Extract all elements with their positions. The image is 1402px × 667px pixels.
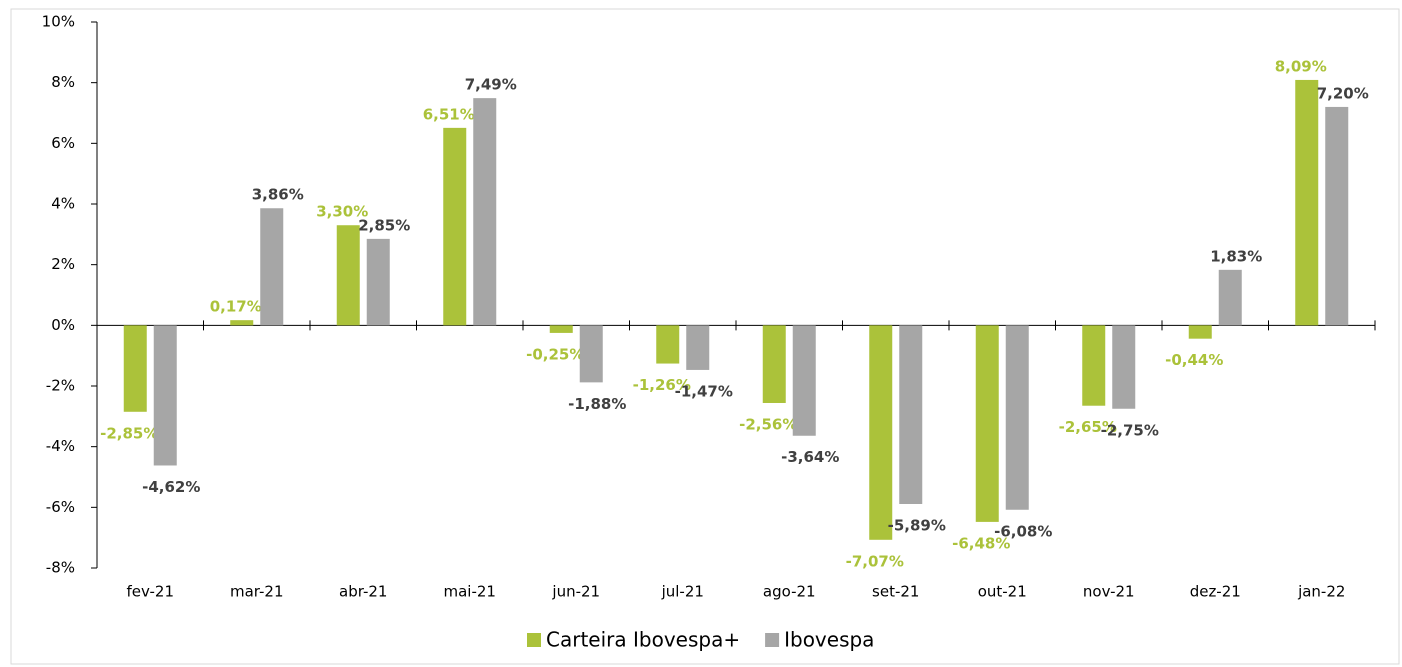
- value-label: -7,07%: [846, 552, 904, 570]
- y-tick-label: -4%: [46, 437, 75, 455]
- bar: [1218, 269, 1242, 326]
- bar: [336, 225, 360, 326]
- x-tick-label: mar-21: [230, 583, 284, 601]
- value-label: -2,85%: [100, 424, 158, 442]
- x-tick-label: jun-21: [551, 583, 600, 601]
- bar: [1188, 325, 1212, 339]
- y-tick-label: 8%: [51, 73, 75, 91]
- value-label: 3,30%: [316, 203, 368, 221]
- value-label: -6,48%: [952, 534, 1010, 552]
- value-label: -5,89%: [888, 516, 946, 534]
- value-label: -2,56%: [739, 415, 797, 433]
- bar: [1112, 325, 1136, 409]
- value-label: -2,65%: [1059, 418, 1117, 436]
- value-label: 7,20%: [1317, 84, 1369, 102]
- bar: [656, 325, 680, 364]
- value-label: -4,62%: [142, 478, 200, 496]
- bar: [1082, 325, 1106, 406]
- y-tick-label: 2%: [51, 255, 75, 273]
- legend-swatch: [527, 633, 541, 647]
- legend-swatch: [765, 633, 780, 647]
- bar: [1325, 106, 1349, 326]
- bar: [230, 320, 254, 326]
- x-tick-label: jul-21: [661, 583, 704, 601]
- y-tick-label: 0%: [51, 316, 75, 334]
- y-tick-label: -2%: [46, 377, 75, 395]
- value-label: 8,09%: [1275, 57, 1327, 75]
- bar: [1295, 79, 1319, 326]
- value-label: 6,51%: [423, 105, 475, 123]
- value-label: -3,64%: [781, 448, 839, 466]
- x-tick-label: mai-21: [444, 583, 496, 601]
- value-label: -0,25%: [526, 345, 584, 363]
- legend-label: Carteira Ibovespa+: [546, 628, 740, 652]
- bar: [473, 98, 497, 326]
- legend-label: Ibovespa: [784, 628, 874, 652]
- bar: [549, 325, 573, 333]
- x-tick-label: fev-21: [127, 583, 174, 601]
- bar: [443, 127, 467, 326]
- bar: [792, 325, 816, 436]
- value-label: -1,47%: [675, 382, 733, 400]
- x-tick-label: jan-22: [1297, 583, 1345, 601]
- value-label: 1,83%: [1210, 247, 1262, 265]
- x-tick-label: ago-21: [763, 583, 816, 601]
- bar: [260, 208, 284, 326]
- x-tick-label: nov-21: [1083, 583, 1135, 601]
- bar: [1005, 325, 1029, 510]
- y-tick-label: -6%: [46, 498, 75, 516]
- x-tick-label: out-21: [978, 583, 1027, 601]
- value-label: 3,86%: [252, 186, 304, 204]
- bar: [686, 325, 710, 370]
- y-tick-label: 4%: [51, 195, 75, 213]
- bar: [123, 325, 147, 412]
- value-label: -6,08%: [994, 522, 1052, 540]
- y-tick-label: 10%: [42, 13, 75, 31]
- bar: [869, 325, 893, 540]
- bar: [153, 325, 177, 466]
- bar: [579, 325, 603, 383]
- y-tick-label: 6%: [51, 134, 75, 152]
- value-label: 7,49%: [465, 76, 517, 94]
- bar: [975, 325, 999, 522]
- value-label: 2,85%: [358, 216, 410, 234]
- value-label: -1,26%: [633, 376, 691, 394]
- value-label: -1,88%: [568, 395, 626, 413]
- bar: [899, 325, 923, 504]
- bar: [366, 238, 390, 326]
- value-label: -2,75%: [1101, 421, 1159, 439]
- value-label: -0,44%: [1165, 351, 1223, 369]
- value-label: 0,17%: [210, 298, 262, 316]
- bar: [762, 325, 786, 403]
- x-tick-label: set-21: [872, 583, 919, 601]
- y-tick-label: -8%: [46, 559, 75, 577]
- x-tick-label: abr-21: [339, 583, 387, 601]
- x-tick-label: dez-21: [1190, 583, 1241, 601]
